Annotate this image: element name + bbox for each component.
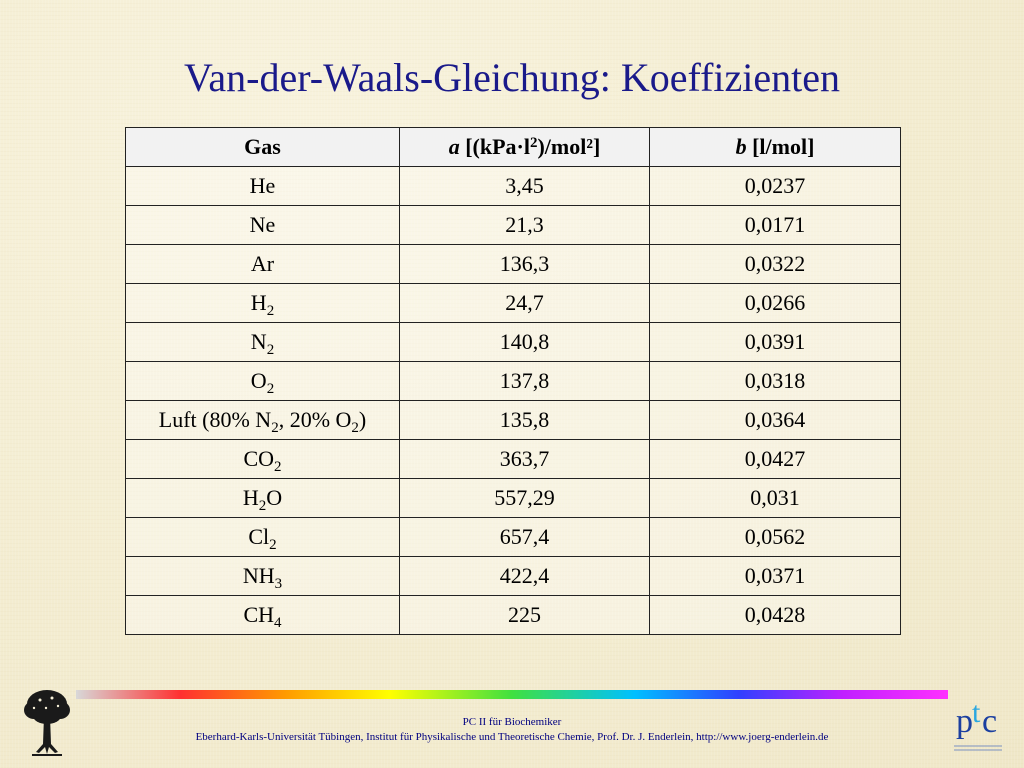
gas-text: Ne [249, 212, 276, 237]
cell-b: 0,0428 [649, 595, 901, 635]
ptc-logo-icon: p t c [954, 696, 1002, 751]
cell-a: 140,8 [399, 322, 650, 362]
header-a-symbol: a [448, 134, 460, 159]
slide-title: Van-der-Waals-Gleichung: Koeffizienten [183, 55, 841, 100]
table-header-row: Gas a [(kPa·l2)/mol²] b [l/mol] [125, 127, 901, 167]
gas-subscript: 4 [274, 615, 282, 631]
table-body: He 3,45 0,0237 Ne 21,3 0,0171 Ar 136,3 0,0322 H2 2… [125, 166, 901, 635]
gas-subscript: 3 [274, 576, 283, 592]
cell-a: 3,45 [399, 166, 650, 206]
gas-text: O [250, 368, 267, 393]
header-b-unit: [l/mol] [746, 134, 815, 159]
cell-a: 24,7 [399, 283, 650, 323]
cell-gas: N2 [125, 322, 400, 362]
cell-gas: Cl2 [125, 517, 400, 557]
cell-b: 0,0364 [649, 400, 901, 440]
gas-subscript: 2 [266, 381, 275, 397]
gas-subscript: 2 [351, 420, 359, 436]
header-gas: Gas [125, 127, 400, 167]
cell-b: 0,0562 [649, 517, 901, 557]
gas-text: H [250, 290, 267, 315]
cell-a: 422,4 [399, 556, 650, 596]
header-a-unit-pre: [(kPa·l [459, 134, 530, 159]
cell-a: 136,3 [399, 244, 650, 284]
table-row: Ne 21,3 0,0171 [125, 205, 901, 245]
gas-text: Ar [250, 251, 275, 276]
cell-gas: CH4 [125, 595, 400, 635]
gas-text: NH [242, 563, 275, 588]
cell-a: 657,4 [399, 517, 650, 557]
table-row: CO2 363,7 0,0427 [125, 439, 901, 479]
cell-b: 0,0171 [649, 205, 901, 245]
gas-text: H [242, 485, 259, 510]
cell-gas: H2O [125, 478, 400, 518]
cell-b: 0,0322 [649, 244, 901, 284]
table-row: Luft (80% N2, 20% O2) 135,8 0,0364 [125, 400, 901, 440]
header-b-symbol: b [735, 134, 747, 159]
rainbow-divider [76, 690, 948, 699]
gas-text: Cl [248, 524, 270, 549]
svg-text:c: c [982, 703, 997, 740]
table-row: He 3,45 0,0237 [125, 166, 901, 206]
header-a-unit-post: )/mol²] [537, 134, 601, 159]
cell-b: 0,0266 [649, 283, 901, 323]
header-b: b [l/mol] [649, 127, 901, 167]
cell-gas: He [125, 166, 400, 206]
cell-b: 0,0391 [649, 322, 901, 362]
gas-text: Luft (80% N [158, 407, 272, 432]
table-row: H2O 557,29 0,031 [125, 478, 901, 518]
cell-gas: O2 [125, 361, 400, 401]
footer-institute: Eberhard-Karls-Universität Tübingen, Ins… [195, 731, 829, 743]
header-a-unit-sup: 2 [529, 135, 538, 151]
cell-a: 21,3 [399, 205, 650, 245]
cell-a: 137,8 [399, 361, 650, 401]
gas-text: CH [243, 602, 275, 627]
svg-text:p: p [956, 703, 973, 740]
gas-subscript: 2 [271, 420, 279, 436]
coefficients-table-container: Gas a [(kPa·l2)/mol²] b [l/mol] He 3,45 0,… [125, 127, 901, 635]
cell-gas: Ar [125, 244, 400, 284]
cell-b: 0,0237 [649, 166, 901, 206]
gas-subscript: 2 [274, 459, 282, 475]
cell-b: 0,031 [649, 478, 901, 518]
gas-subscript: 2 [258, 498, 267, 514]
gas-text: CO [243, 446, 275, 471]
cell-gas: H2 [125, 283, 400, 323]
table-row: CH4 225 0,0428 [125, 595, 901, 635]
cell-gas: Luft (80% N2, 20% O2) [125, 400, 400, 440]
table-row: H2 24,7 0,0266 [125, 283, 901, 323]
gas-subscript: 2 [266, 342, 275, 358]
cell-a: 557,29 [399, 478, 650, 518]
gas-text: He [249, 173, 276, 198]
svg-text:t: t [972, 696, 981, 729]
table-row: O2 137,8 0,0318 [125, 361, 901, 401]
footer-course: PC II für Biochemiker [462, 716, 562, 728]
gas-subscript: 2 [269, 537, 277, 553]
cell-gas: CO2 [125, 439, 400, 479]
cell-b: 0,0371 [649, 556, 901, 596]
cell-b: 0,0427 [649, 439, 901, 479]
cell-gas: NH3 [125, 556, 400, 596]
table-row: Ar 136,3 0,0322 [125, 244, 901, 284]
tree-logo-icon [24, 690, 70, 756]
gas-text: O [266, 485, 283, 510]
gas-text: , 20% O [278, 407, 352, 432]
header-a: a [(kPa·l2)/mol²] [399, 127, 650, 167]
cell-a: 363,7 [399, 439, 650, 479]
gas-subscript: 2 [266, 303, 275, 319]
cell-gas: Ne [125, 205, 400, 245]
table-row: N2 140,8 0,0391 [125, 322, 901, 362]
gas-text: ) [358, 407, 367, 432]
table-row: NH3 422,4 0,0371 [125, 556, 901, 596]
cell-a: 225 [399, 595, 650, 635]
cell-b: 0,0318 [649, 361, 901, 401]
table-row: Cl2 657,4 0,0562 [125, 517, 901, 557]
coefficients-table: Gas a [(kPa·l2)/mol²] b [l/mol] He 3,45 0,… [125, 127, 901, 635]
cell-a: 135,8 [399, 400, 650, 440]
gas-text: N [250, 329, 267, 354]
